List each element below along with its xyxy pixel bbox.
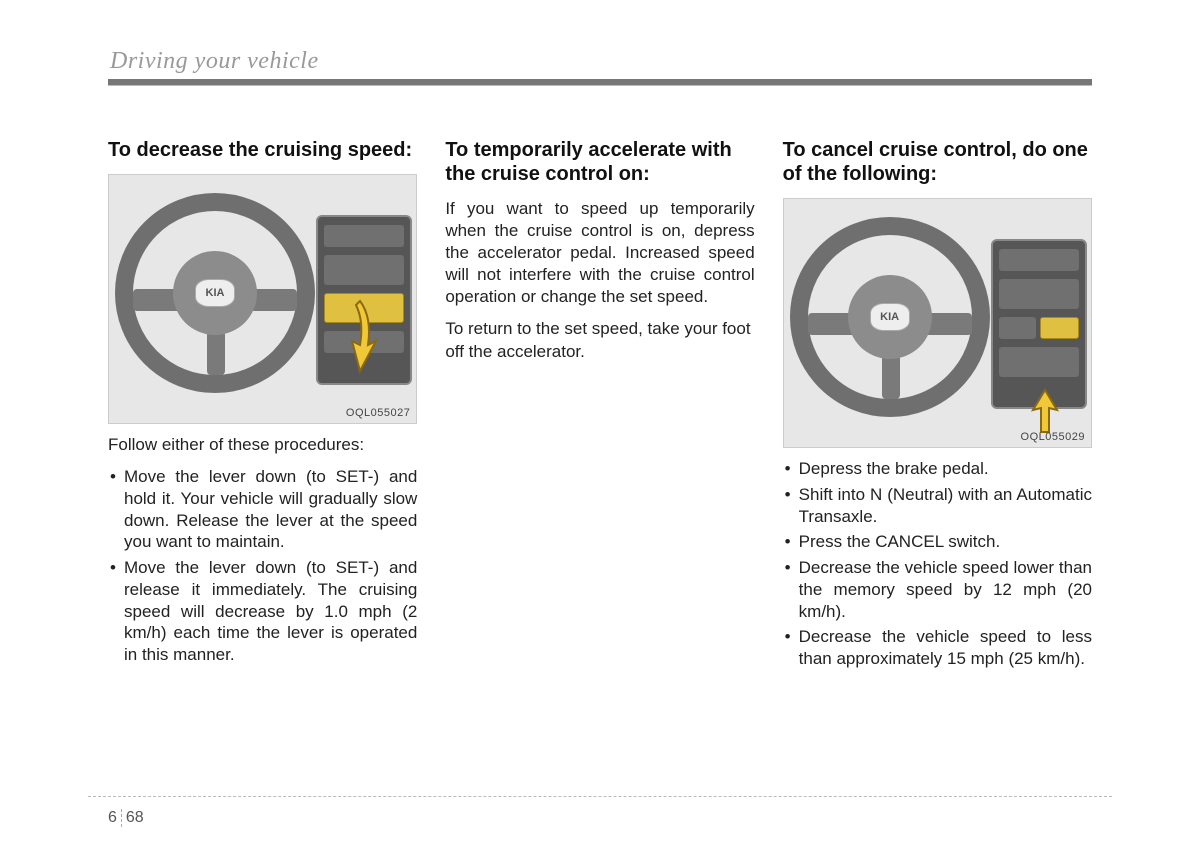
list-item: Move the lever down (to SET-) and hold i…: [108, 466, 417, 553]
list-item: Move the lever down (to SET-) and releas…: [108, 557, 417, 666]
kia-logo: KIA: [195, 279, 235, 307]
col1-intro: Follow either of these procedures:: [108, 434, 417, 456]
steering-wheel-illustration: KIA: [790, 217, 990, 417]
control-panel-inset: [991, 239, 1087, 409]
header-rule-thin: [108, 85, 1092, 86]
col2-paragraph-1: If you want to speed up temporarily when…: [445, 198, 754, 308]
col2-heading: To temporarily accelerate with the cruis…: [445, 138, 754, 186]
figure-decrease-speed: KIA OQL055027: [108, 174, 417, 424]
figure-caption-1: OQL055027: [346, 407, 410, 419]
arrow-down-icon: [342, 297, 382, 377]
arrow-up-path: [1033, 390, 1057, 432]
page-num: 68: [126, 809, 144, 826]
page-header: Driving your vehicle: [108, 48, 1092, 86]
list-item: Press the CANCEL switch.: [783, 531, 1092, 553]
column-1: To decrease the cruising speed: KIA: [108, 138, 417, 674]
col3-heading: To cancel cruise control, do one of the …: [783, 138, 1092, 186]
figure-cancel-cruise: KIA OQL055029: [783, 198, 1092, 448]
kia-logo: KIA: [870, 303, 910, 331]
col1-bullets: Move the lever down (to SET-) and hold i…: [108, 466, 417, 666]
col2-paragraph-2: To return to the set speed, take your fo…: [445, 318, 754, 362]
chapter-number: 6: [108, 809, 117, 826]
col3-bullets: Depress the brake pedal. Shift into N (N…: [783, 458, 1092, 670]
footer-rule: [88, 796, 1112, 797]
cancel-button-highlight: [1040, 317, 1079, 339]
list-item: Shift into N (Neutral) with an Automatic…: [783, 484, 1092, 528]
figure-caption-3: OQL055029: [1021, 431, 1085, 443]
page-number: 6 68: [108, 809, 144, 827]
list-item: Depress the brake pedal.: [783, 458, 1092, 480]
col1-heading: To decrease the cruising speed:: [108, 138, 417, 162]
steering-wheel-illustration: KIA: [115, 193, 315, 393]
list-item: Decrease the vehicle speed to less than …: [783, 626, 1092, 670]
content-columns: To decrease the cruising speed: KIA: [108, 138, 1092, 674]
page-title: Driving your vehicle: [108, 48, 1092, 77]
arrow-down-path: [352, 301, 376, 371]
column-3: To cancel cruise control, do one of the …: [783, 138, 1092, 674]
list-item: Decrease the vehicle speed lower than th…: [783, 557, 1092, 622]
column-2: To temporarily accelerate with the cruis…: [445, 138, 754, 674]
